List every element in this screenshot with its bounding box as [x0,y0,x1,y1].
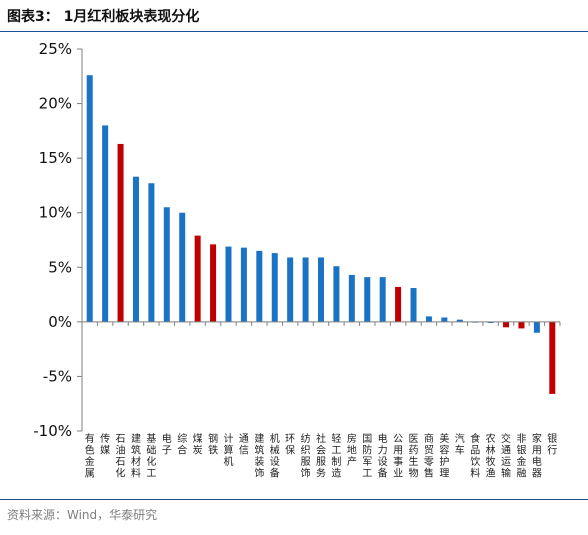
category-label: 钢铁 [208,432,218,457]
category-label: 房地产 [347,432,357,468]
category-label: 基础化工 [146,432,156,480]
category-label: 银行 [547,432,557,457]
y-tick-label: -10% [33,422,72,440]
y-tick-label: 25% [39,40,72,58]
bar [179,212,186,322]
bar [256,250,263,322]
y-tick-label: 15% [39,149,72,167]
category-label: 非银金融 [516,433,526,480]
category-label: 社会服务 [316,432,326,480]
category-label: 计算机 [223,432,233,468]
bar [425,316,432,322]
bar [302,257,309,322]
bar [210,244,217,322]
category-label: 公用事业 [393,434,403,480]
category-label: 医药生物 [409,433,419,480]
category-label: 电力设备 [378,432,388,480]
category-label: 机械设备 [270,432,280,480]
bar [225,246,232,322]
source-note: 资料来源：Wind，华泰研究 [7,508,158,522]
x-axis [81,321,561,326]
category-label: 轻工制造 [331,432,341,480]
category-labels: 有色金属传媒石油石化建筑材料基础化工电子综合煤炭钢铁计算机通信建筑装饰机械设备环… [85,432,558,480]
bar [271,253,278,322]
category-label: 环保 [285,434,295,457]
y-tick-label: 0% [48,313,72,331]
bar [102,125,109,322]
category-label: 纺织服饰 [301,432,311,480]
category-label: 商贸零售 [424,432,434,480]
bar [533,321,540,333]
category-label: 美容护理 [439,432,449,480]
bar [333,266,340,322]
category-label: 石油石化 [116,434,126,480]
bar [379,277,386,322]
category-label: 汽车 [455,432,465,457]
category-label: 国防军工 [362,433,372,480]
bar [117,143,124,322]
bar [86,75,93,322]
y-axis: 25% 20% 15% 10% 5% 0% -5% -10% [33,40,83,440]
bars [86,75,556,394]
category-label: 食品饮料 [470,432,480,480]
category-label: 家用电器 [532,432,542,480]
category-label: 建筑材料 [131,432,141,480]
bar [487,321,494,323]
bar [194,235,201,322]
bar [395,286,402,322]
y-tick-label: 5% [48,258,72,276]
bar [132,176,139,322]
category-label: 电子 [162,432,172,457]
category-label: 农林牧渔 [486,432,496,480]
footer-rule [0,499,588,500]
bar [503,321,510,328]
bar [410,288,417,322]
category-label: 建筑装饰 [254,432,264,480]
bar [348,274,355,322]
category-label: 综合 [177,432,187,457]
y-tick-label: 20% [39,95,72,113]
category-label: 通信 [239,433,249,457]
bar [287,257,294,322]
bar [441,317,448,322]
category-label: 传媒 [100,433,110,457]
chart-title: 图表3： 1月红利板块表现分化 [7,9,200,25]
category-label: 有色金属 [85,432,95,480]
bar [148,183,155,322]
bar [240,247,247,322]
bar [456,319,463,322]
y-tick-label: 10% [39,204,72,222]
bar [318,257,324,322]
bar [549,321,556,394]
bar [163,207,170,322]
y-tick-label: -5% [43,367,72,385]
category-label: 交通运输 [501,432,511,480]
header-rule [0,31,588,32]
bar [364,277,371,322]
bar [518,321,525,329]
category-label: 煤炭 [193,432,203,457]
